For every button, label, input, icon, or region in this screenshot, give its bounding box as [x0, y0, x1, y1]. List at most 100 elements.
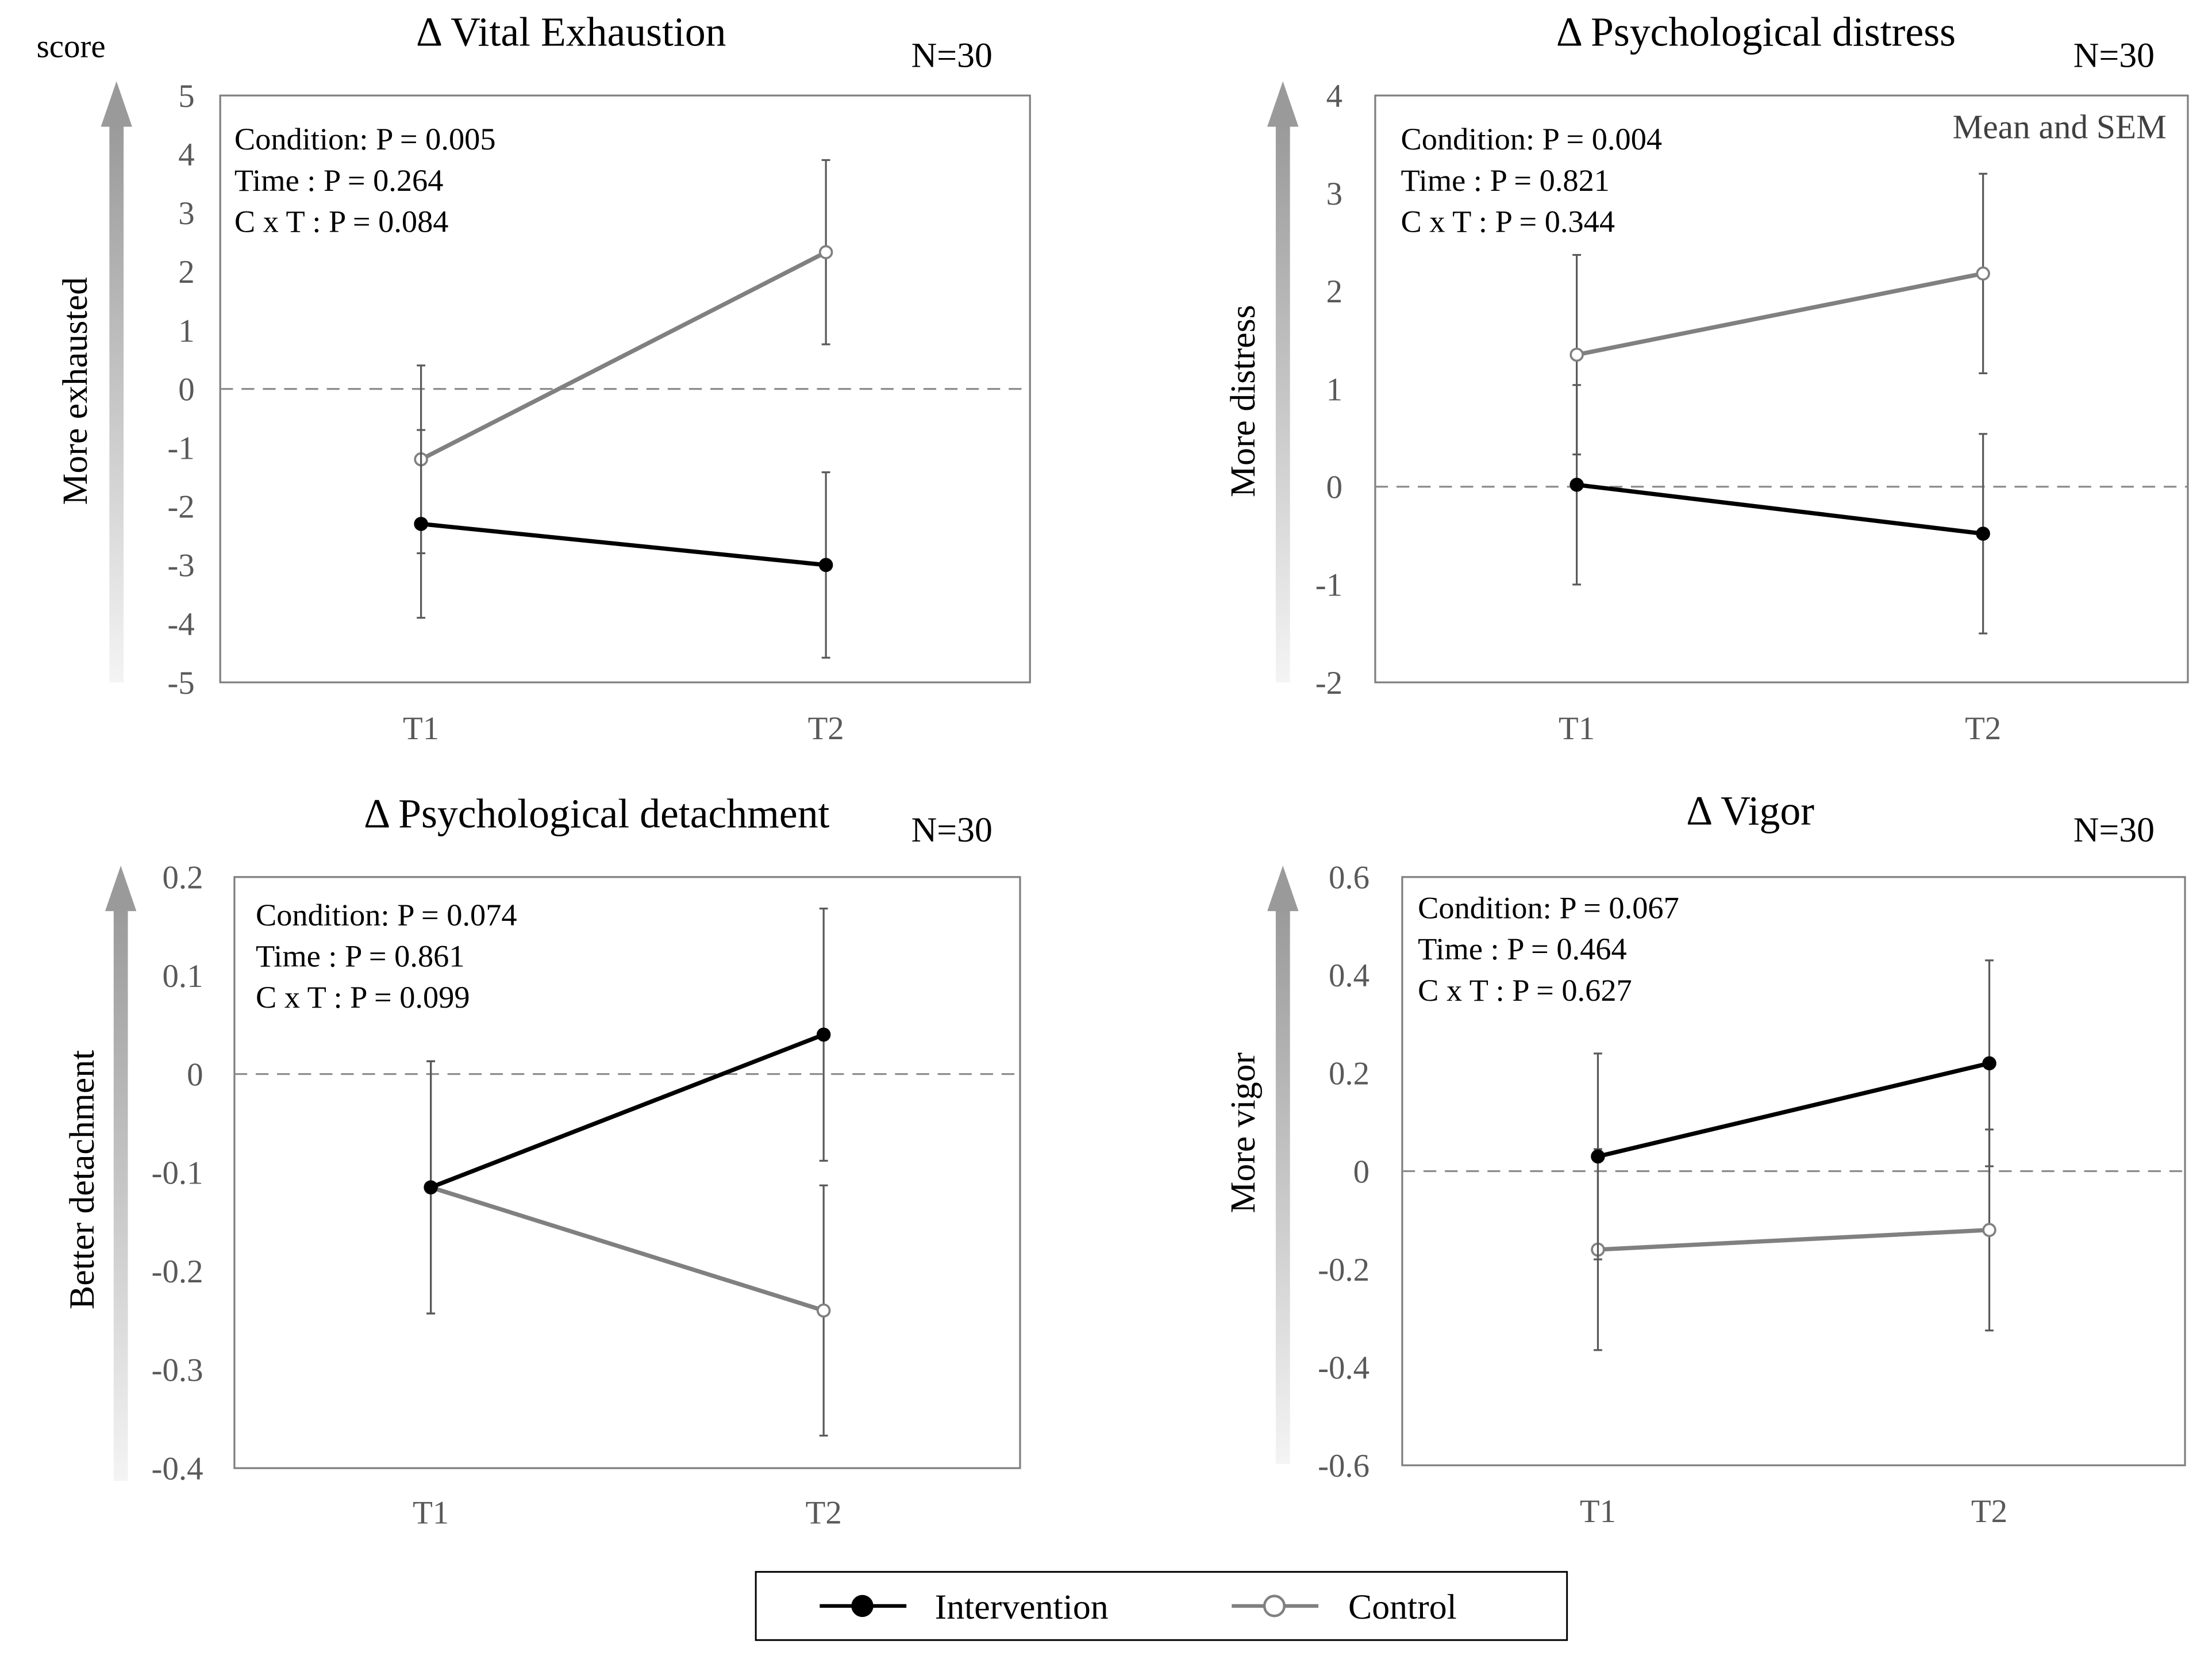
- y-tick-label: 5: [178, 78, 194, 114]
- stats-annotation: Condition: P = 0.074: [256, 898, 517, 932]
- y-tick-label: 0: [178, 371, 194, 408]
- intervention-point: [1976, 527, 1990, 541]
- y-tick-label: 2: [178, 254, 194, 290]
- sample-size-label: N=30: [2073, 36, 2155, 75]
- y-direction-arrow-shaft: [109, 124, 124, 683]
- sample-size-label: N=30: [911, 36, 992, 75]
- intervention-point: [414, 517, 428, 531]
- x-tick-label: T1: [1559, 710, 1595, 747]
- y-tick-label: 0.2: [162, 860, 203, 896]
- y-tick-label: -0.1: [152, 1155, 203, 1192]
- stats-annotation: Condition: P = 0.067: [1418, 890, 1679, 925]
- y-tick-label: -0.2: [152, 1254, 203, 1290]
- chart-title: Δ Psychological distress: [1556, 9, 1956, 55]
- y-direction-arrow-head: [101, 81, 132, 127]
- panel-2: 4 3 2 1 0 -1 -2 T1 T2 Δ Psychological distress N=3…: [1224, 9, 2189, 747]
- legend-intervention-label: Intervention: [935, 1588, 1109, 1627]
- y-axis-label: More exhausted: [56, 277, 95, 505]
- control-series-line: [1598, 1228, 1990, 1252]
- y-tick-label: -0.3: [152, 1353, 203, 1389]
- legend: Intervention Control: [755, 1571, 1568, 1641]
- y-axis-label: More vigor: [1224, 1052, 1263, 1213]
- control-point: [1569, 347, 1584, 362]
- x-tick-label: T2: [808, 710, 844, 747]
- stats-annotation: Time : P = 0.861: [256, 939, 465, 974]
- y-tick-label: 3: [1326, 176, 1342, 212]
- stats-annotation: C x T : P = 0.084: [234, 204, 449, 239]
- y-tick-label: 0: [1353, 1154, 1369, 1190]
- y-tick-label: 0.2: [1329, 1056, 1369, 1092]
- x-tick-label: T1: [403, 710, 439, 747]
- y-tick-label: -1: [1315, 567, 1342, 604]
- y-tick-label: 0: [187, 1056, 203, 1093]
- y-axis-label: More distress: [1224, 305, 1263, 497]
- plot-frame: [1374, 94, 2189, 683]
- y-tick-label: -0.4: [1318, 1350, 1369, 1386]
- y-tick-label: -5: [167, 665, 194, 701]
- y-tick-label: 4: [178, 137, 194, 173]
- control-point: [1982, 1223, 1996, 1238]
- x-tick-label: T2: [1965, 710, 2001, 747]
- stats-annotation: C x T : P = 0.344: [1401, 204, 1615, 239]
- intervention-point: [1982, 1056, 1996, 1071]
- y-tick-label: -3: [167, 548, 194, 584]
- y-tick-label: 1: [178, 313, 194, 349]
- control-point: [816, 1303, 831, 1318]
- y-direction-arrow-shaft: [1275, 124, 1290, 683]
- y-tick-label: 3: [178, 195, 194, 232]
- control-point: [1976, 266, 1990, 281]
- y-tick-label: 4: [1326, 78, 1342, 114]
- legend-control-label: Control: [1348, 1588, 1457, 1627]
- sample-size-label: N=30: [2073, 810, 2155, 850]
- y-direction-arrow-shaft: [1275, 908, 1290, 1464]
- plot-frame: [233, 876, 1021, 1469]
- intervention-point: [424, 1180, 438, 1194]
- intervention-point: [1569, 478, 1584, 492]
- panel-4: 0.6 0.4 0.2 0 -0.2 -0.4 -0.6 T1 T2 Δ Vigor N=30 Mor…: [1224, 787, 2186, 1530]
- intervention-series-line: [421, 521, 826, 567]
- sample-size-label: N=30: [911, 810, 992, 850]
- y-tick-label: -4: [167, 606, 194, 643]
- panel-1: 5 4 3 2 1 0 -1 -2 -3 -4 -5 T1 T2 Δ Vital Exhaustion N=…: [37, 9, 1031, 747]
- note-annotation: Mean and SEM: [1953, 107, 2167, 145]
- x-tick-label: T1: [1580, 1493, 1616, 1530]
- y-tick-label: -0.4: [152, 1451, 203, 1487]
- y-axis-label: Better detachment: [63, 1050, 102, 1309]
- control-series-line: [1576, 271, 1984, 357]
- x-tick-label: T2: [1971, 1493, 2007, 1530]
- y-tick-label: 2: [1326, 274, 1342, 310]
- stats-annotation: Time : P = 0.264: [234, 163, 444, 198]
- y-tick-label: 0.6: [1329, 860, 1369, 896]
- stats-annotation: Time : P = 0.464: [1418, 932, 1627, 966]
- stats-annotation: C x T : P = 0.099: [256, 980, 470, 1015]
- y-tick-label: 0: [1326, 470, 1342, 506]
- y-direction-arrow-head: [1267, 866, 1299, 912]
- y-tick-label: -0.6: [1318, 1448, 1369, 1484]
- y-direction-arrow-shaft: [113, 908, 128, 1481]
- stats-annotation: Condition: P = 0.005: [234, 122, 496, 156]
- x-tick-label: T2: [806, 1495, 842, 1531]
- control-point: [818, 245, 833, 259]
- y-tick-label: -0.2: [1318, 1252, 1369, 1288]
- y-tick-label: 0.1: [162, 958, 203, 994]
- y-tick-label: 0.4: [1329, 958, 1369, 994]
- intervention-point: [818, 558, 833, 573]
- y-tick-label: -1: [167, 431, 194, 467]
- intervention-series-line: [1597, 1061, 1990, 1159]
- intervention-point: [1591, 1149, 1605, 1164]
- chart-title: Δ Vigor: [1686, 787, 1814, 833]
- panel-3: 0.2 0.1 0 -0.1 -0.2 -0.3 -0.4 T1 T2 Δ Psychologic…: [63, 790, 1021, 1531]
- y-tick-label: -2: [1315, 665, 1342, 701]
- y-direction-arrow-head: [105, 866, 137, 912]
- stats-annotation: Condition: P = 0.004: [1401, 122, 1662, 156]
- y-tick-label: 1: [1326, 371, 1342, 408]
- legend-intervention-marker: [851, 1594, 874, 1617]
- legend-control-marker: [1263, 1594, 1286, 1617]
- chart-title: Δ Psychological detachment: [364, 790, 829, 836]
- x-tick-label: T1: [413, 1495, 449, 1531]
- y-tick-label: -2: [167, 489, 194, 525]
- control-series-line: [430, 1185, 825, 1313]
- intervention-series-line: [1576, 482, 1984, 536]
- stats-annotation: Time : P = 0.821: [1401, 163, 1610, 198]
